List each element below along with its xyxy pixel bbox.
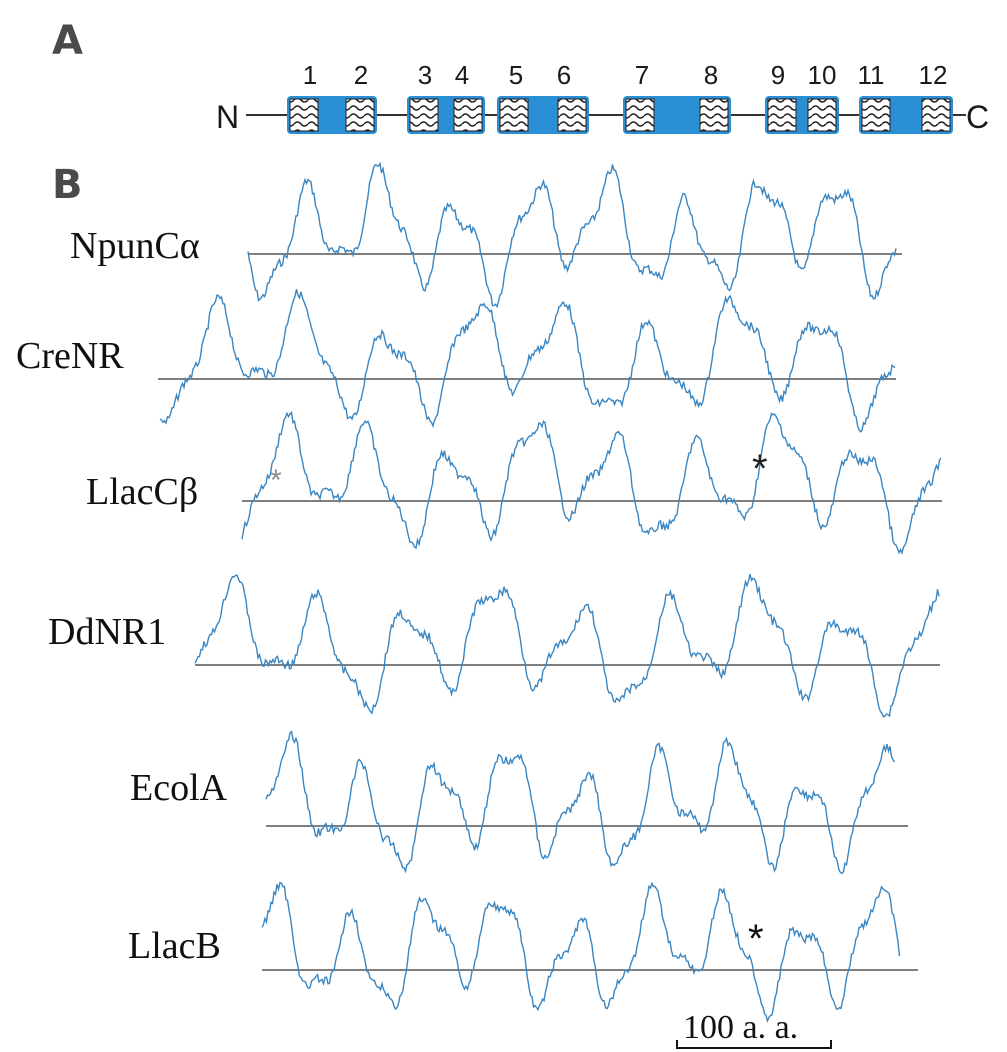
- helix-wave-fill: [862, 99, 890, 131]
- scale-bar-label: 100 a. a.: [683, 1009, 798, 1046]
- protein-name: DdNR1: [48, 611, 166, 653]
- scale-bar-line: [676, 1040, 832, 1049]
- profile-2: LlacCβ: [86, 411, 942, 555]
- helix-number: 3: [418, 60, 432, 90]
- hydropathy-trace: [265, 730, 896, 875]
- helix-4: [453, 98, 483, 132]
- helix-group: 1 2 3 4 5 6 7 8 9 10 11 12: [287, 60, 953, 134]
- helix-number: 9: [771, 60, 785, 90]
- helix-number: 12: [919, 60, 948, 90]
- helix-number: 10: [808, 60, 837, 90]
- helix-wave-fill: [558, 99, 586, 131]
- helix-wave-fill: [626, 99, 654, 131]
- hydropathy-profiles: NpunCα CreNR LlacCβ DdNR1 EcolA LlacB * * *: [16, 161, 942, 1024]
- helix-2: [345, 98, 375, 132]
- helix-9: [767, 98, 797, 132]
- c-terminus-label: C: [966, 99, 989, 135]
- helix-wave-fill: [500, 99, 528, 131]
- profile-5: LlacB: [128, 881, 918, 1024]
- profile-0: NpunCα: [70, 161, 902, 309]
- asterisk-mark: *: [748, 917, 764, 961]
- hydropathy-trace: [261, 881, 901, 1024]
- topology-diagram: N C 1 2 3 4 5 6 7 8 9 10 11 12: [216, 60, 989, 135]
- asterisk-mark: *: [752, 447, 768, 491]
- hydropathy-trace: [247, 161, 897, 309]
- helix-wave-fill: [700, 99, 728, 131]
- protein-name: EcolA: [130, 767, 228, 809]
- profile-1: CreNR: [16, 289, 896, 433]
- n-terminus-label: N: [216, 99, 239, 135]
- hydropathy-trace: [241, 411, 942, 555]
- helix-wave-fill: [454, 99, 482, 131]
- panel-b-label: B: [52, 162, 83, 208]
- helix-7: [625, 98, 655, 132]
- helix-6: [557, 98, 587, 132]
- scale-bar: 100 a. a.: [676, 1009, 832, 1049]
- asterisk-mark: *: [270, 464, 282, 497]
- helix-number: 1: [303, 60, 317, 90]
- helix-number: 6: [557, 60, 571, 90]
- helix-number: 7: [635, 60, 649, 90]
- helix-5: [499, 98, 529, 132]
- helix-number: 2: [354, 60, 368, 90]
- helix-8: [699, 98, 729, 132]
- helix-number: 11: [858, 60, 885, 90]
- helix-wave-fill: [410, 99, 438, 131]
- helix-3: [409, 98, 439, 132]
- helix-wave-fill: [346, 99, 374, 131]
- hydropathy-trace: [159, 289, 896, 433]
- helix-1: [289, 98, 319, 132]
- panel-a-label: A: [52, 18, 83, 64]
- helix-10: [807, 98, 837, 132]
- helix-wave-fill: [768, 99, 796, 131]
- helix-11: [861, 98, 891, 132]
- hydropathy-trace: [194, 574, 940, 718]
- protein-name: NpunCα: [70, 225, 200, 267]
- helix-wave-fill: [922, 99, 950, 131]
- helix-number: 4: [455, 60, 469, 90]
- protein-name: LlacB: [128, 925, 221, 967]
- helix-number: 8: [704, 60, 718, 90]
- helix-wave-fill: [290, 99, 318, 131]
- helix-number: 5: [509, 60, 523, 90]
- protein-name: CreNR: [16, 335, 124, 377]
- profile-3: DdNR1: [48, 574, 940, 718]
- profile-4: EcolA: [130, 730, 908, 875]
- helix-12: [921, 98, 951, 132]
- helix-wave-fill: [808, 99, 836, 131]
- protein-name: LlacCβ: [86, 471, 198, 513]
